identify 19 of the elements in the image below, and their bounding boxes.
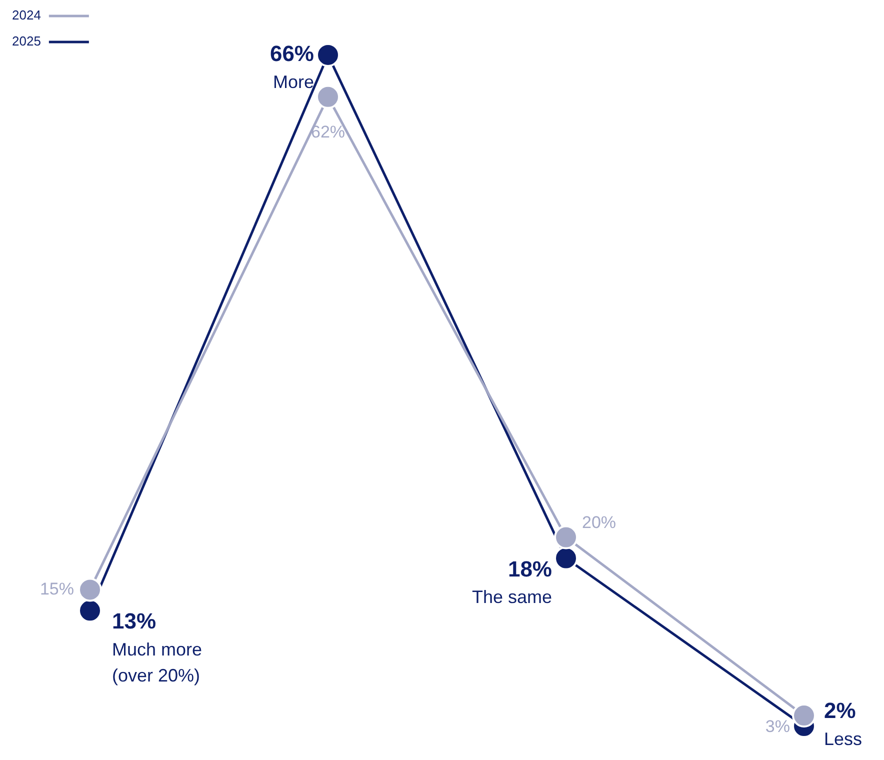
x-tick-label: The same [472, 587, 552, 608]
data-label: 2% [824, 698, 856, 724]
data-label: 3% [765, 717, 790, 736]
point [316, 84, 340, 109]
data-label: 20% [582, 512, 616, 532]
data-label: 66% [270, 41, 314, 66]
point [78, 578, 102, 602]
x-tick-label: Much more (over 20%) [112, 640, 202, 686]
x-tick-label: Less [824, 728, 862, 749]
point [554, 546, 578, 570]
point [554, 525, 578, 550]
legend-label: 2024 [12, 8, 41, 23]
legend-label: 2025 [12, 34, 41, 49]
point [78, 598, 102, 623]
data-label: 18% [508, 556, 552, 582]
data-label: 15% [40, 579, 74, 598]
data-label: 13% [112, 608, 156, 634]
x-tick-label: More [272, 72, 314, 92]
point [792, 704, 816, 728]
